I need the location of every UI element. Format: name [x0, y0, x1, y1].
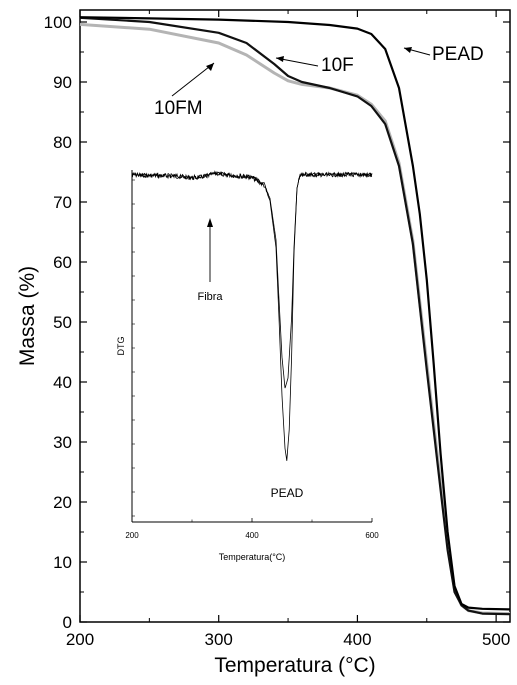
y-tick-label: 50: [53, 313, 72, 332]
inset-x-axis-title: Temperatura(°C): [219, 552, 286, 562]
annotation-fibra-label: Fibra: [197, 291, 223, 303]
y-tick-label: 100: [44, 13, 72, 32]
inset-plot: 200 400 600 Temperatura(°C) DTG Fibra PEAD: [116, 160, 379, 562]
y-tick-label: 80: [53, 133, 72, 152]
x-tick-label: 200: [66, 630, 94, 649]
annotation-10f: 10F: [275, 55, 354, 76]
main-series-group: [79, 16, 511, 616]
x-tick-label: 500: [482, 630, 510, 649]
annotation-10fm: 10FM: [154, 62, 215, 119]
y-tick-label: 30: [53, 433, 72, 452]
inset-x-tick-label: 200: [125, 531, 139, 540]
main-tick-labels: 200 300 400 500 0 10 20 30 40 50 60 70 80 90 100: [44, 13, 511, 649]
annotation-fibra: Fibra: [197, 218, 223, 303]
series-line-10f: [79, 16, 511, 616]
annotation-10f-label: 10F: [321, 55, 354, 76]
main-x-axis-title: Temperatura (°C): [214, 654, 375, 677]
arrow-10f-head: [276, 56, 284, 62]
y-tick-label: 40: [53, 373, 72, 392]
x-tick-label: 400: [343, 630, 371, 649]
annotation-pead: PEAD: [403, 44, 484, 65]
inset-x-tick-label: 400: [245, 531, 259, 540]
y-tick-label: 20: [53, 493, 72, 512]
arrow-10fm-line: [171, 62, 215, 97]
y-tick-label: 70: [53, 193, 72, 212]
main-axis-ticks: [79, 10, 510, 623]
inset-x-tick-label: 600: [365, 531, 379, 540]
arrow-10fm-head: [206, 63, 214, 71]
inset-dtg-line-1: [131, 170, 373, 461]
inset-tick-labels: 200 400 600: [125, 531, 379, 540]
arrow-fibra-head: [207, 218, 213, 227]
main-y-axis-title: Massa (%): [16, 266, 39, 366]
annotation-10fm-label: 10FM: [154, 98, 203, 119]
inset-series-group: [131, 170, 373, 461]
y-tick-label: 60: [53, 253, 72, 272]
annotation-inset-pead-label: PEAD: [271, 486, 304, 500]
inset-y-axis-title: DTG: [116, 337, 126, 356]
y-tick-label: 90: [53, 73, 72, 92]
inset-dtg-line-2: [131, 170, 373, 389]
y-tick-label: 10: [53, 553, 72, 572]
y-tick-label: 0: [63, 613, 72, 632]
inset-axis-ticks: [131, 179, 373, 522]
x-tick-label: 300: [205, 630, 233, 649]
inset-background: [132, 160, 372, 522]
main-plot-frame: [79, 9, 511, 623]
annotation-pead-label: PEAD: [432, 44, 484, 65]
arrow-pead-head: [404, 47, 412, 53]
series-line-pead: [79, 16, 511, 611]
